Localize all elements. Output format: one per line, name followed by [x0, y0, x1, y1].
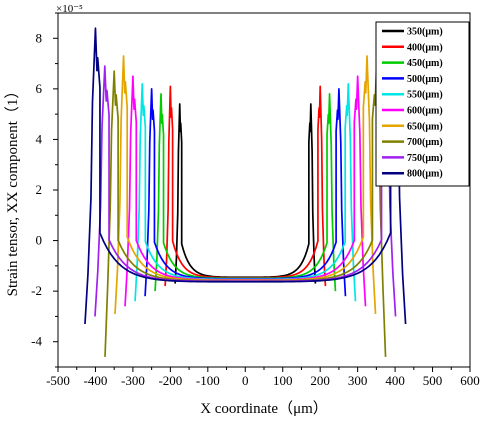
x-axis: -500 -400 -300 -200 -100 0 100 200 300 400 500 600 — [46, 367, 480, 388]
x-tick-label: 0 — [242, 373, 249, 388]
x-tick-label: 300 — [348, 373, 368, 388]
y-tick-label: 8 — [36, 30, 43, 45]
x-tick-label: 200 — [310, 373, 330, 388]
legend-label: 550(μm) — [407, 90, 443, 101]
series-line-2 — [164, 85, 327, 287]
y-exponent-label: ×10⁻⁵ — [56, 3, 83, 15]
series-line-8 — [104, 70, 387, 357]
legend-label: 650(μm) — [407, 121, 443, 132]
y-tick-label: -4 — [31, 334, 42, 349]
legend-label: 350(μm) — [407, 27, 443, 38]
legend-label: 450(μm) — [407, 58, 443, 69]
y-tick-label: 0 — [36, 233, 43, 248]
legend-box — [375, 21, 470, 187]
x-tick-label: 400 — [385, 373, 405, 388]
legend-label: 800(μm) — [407, 169, 443, 180]
legend-label: 600(μm) — [407, 106, 443, 117]
y-tick-label: 6 — [36, 81, 43, 96]
y-tick-label: 4 — [36, 131, 43, 146]
x-tick-label: -200 — [158, 373, 182, 388]
series-line-1 — [174, 103, 317, 284]
legend-label: 700(μm) — [407, 137, 443, 148]
y-axis: -4 -2 0 2 4 6 8 — [31, 12, 58, 368]
legend-label: 750(μm) — [407, 153, 443, 164]
x-tick-label: 500 — [423, 373, 443, 388]
legend-label: 400(μm) — [407, 42, 443, 53]
x-tick-label: -100 — [196, 373, 220, 388]
y-tick-label: 2 — [36, 182, 43, 197]
x-tick-label: -300 — [121, 373, 145, 388]
series-lines — [84, 27, 407, 357]
legend-label: 500(μm) — [407, 74, 443, 85]
x-tick-label: -500 — [46, 373, 70, 388]
legend: 350(μm) 400(μm) 450(μm) 500(μm) 550(μm) 600(μ… — [375, 21, 470, 187]
x-tick-label: -400 — [84, 373, 108, 388]
y-tick-label: -2 — [31, 283, 42, 298]
x-axis-title: X coordinate（μm） — [200, 400, 328, 417]
series-line-10 — [84, 27, 407, 325]
x-tick-label: 600 — [460, 373, 480, 388]
y-axis-title: Strain tensor, XX component（1） — [4, 84, 21, 297]
x-tick-label: 100 — [273, 373, 293, 388]
